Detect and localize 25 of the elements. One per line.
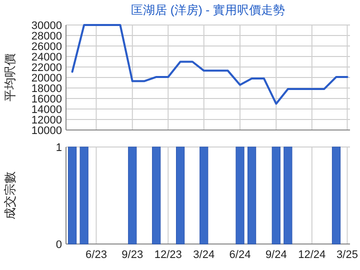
line-series xyxy=(71,24,348,105)
y-tick-label: 26000 xyxy=(31,41,62,53)
x-tick-label: 3/25 xyxy=(336,249,358,261)
y-tick-label: 24000 xyxy=(31,52,62,64)
y-tick-label: 20000 xyxy=(31,72,62,84)
y-tick-label: 1 xyxy=(56,142,62,154)
x-tick-label: 12/23 xyxy=(154,249,182,261)
chart-title: 匡湖居 (洋房) - 實用呎價走勢 xyxy=(131,3,285,17)
y-tick-label: 30000 xyxy=(31,20,62,32)
y-tick-label: 16000 xyxy=(31,94,62,106)
x-tick-label: 9/23 xyxy=(122,249,144,261)
y-tick-label: 22000 xyxy=(31,62,62,74)
y-tick-label: 14000 xyxy=(31,104,62,116)
x-tick-label: 6/24 xyxy=(229,249,251,261)
y-tick-label: 18000 xyxy=(31,83,62,95)
x-tick-label: 12/24 xyxy=(298,249,326,261)
y-axis-title: 成交宗數 xyxy=(3,172,17,220)
x-tick-label: 3/24 xyxy=(193,249,215,261)
x-tick-label: 9/24 xyxy=(265,249,287,261)
x-tick-label: 6/23 xyxy=(86,249,107,261)
y-tick-label: 28000 xyxy=(31,30,62,42)
y-tick-label: 12000 xyxy=(31,114,62,126)
y-tick-label: 0 xyxy=(56,239,62,251)
y-tick-label: 10000 xyxy=(31,125,62,137)
y-axis-title: 平均呎價 xyxy=(3,54,17,102)
